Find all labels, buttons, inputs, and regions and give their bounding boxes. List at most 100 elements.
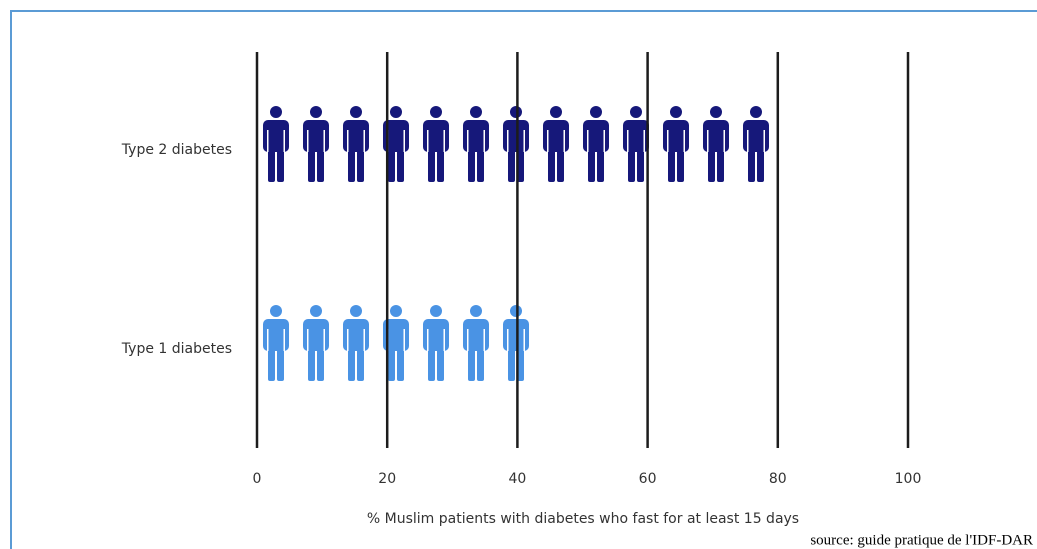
person-icon-gap: [283, 130, 285, 152]
person-icon-leg: [548, 146, 555, 182]
person-icon-leg: [428, 345, 435, 381]
person-icon-leg: [557, 146, 564, 182]
person-icon-gap: [427, 130, 429, 152]
person-icon-body: [263, 120, 289, 152]
person-icon-gap: [403, 130, 405, 152]
person-icon-gap: [547, 130, 549, 152]
person-icon-gap: [643, 130, 645, 152]
person-icon-body: [623, 120, 649, 152]
x-tick-label: 40: [508, 471, 526, 487]
person-icon-gap: [763, 130, 765, 152]
person-icon-leg: [477, 345, 484, 381]
person-icon-leg: [468, 146, 475, 182]
person-icon-leg: [637, 146, 644, 182]
person-icon-gap: [363, 329, 365, 351]
person-icon-leg: [508, 345, 515, 381]
person-icon-body: [423, 120, 449, 152]
person-icon-leg: [717, 146, 724, 182]
person-icon-leg: [388, 345, 395, 381]
person-icon-gap: [307, 130, 309, 152]
person-icon-gap: [747, 130, 749, 152]
person-icon-body: [503, 319, 529, 351]
person-icon-gap: [267, 130, 269, 152]
person-icon-gap: [507, 130, 509, 152]
x-tick-label: 20: [378, 471, 396, 487]
person-icon-gap: [467, 130, 469, 152]
person-icon-gap: [683, 130, 685, 152]
person-icon-gap: [667, 130, 669, 152]
person-icon-gap: [323, 130, 325, 152]
category-label: Type 1 diabetes: [121, 341, 232, 357]
person-icon-gap: [307, 329, 309, 351]
person-icon-gap: [467, 329, 469, 351]
person-icon-leg: [348, 146, 355, 182]
person-icon-body: [423, 319, 449, 351]
person-icon-body: [343, 319, 369, 351]
x-axis-label: % Muslim patients with diabetes who fast…: [367, 511, 799, 527]
person-icon-leg: [437, 345, 444, 381]
person-icon-leg: [317, 345, 324, 381]
person-icon-gap: [323, 329, 325, 351]
source: source: guide pratique de l'IDF-DAR: [810, 532, 1033, 548]
frame: [10, 10, 1037, 549]
person-icon-gap: [723, 130, 725, 152]
person-icon-leg: [308, 146, 315, 182]
person-icon-head: [430, 305, 442, 317]
person-icon-leg: [757, 146, 764, 182]
person-icon-leg: [517, 345, 524, 381]
person-icon-leg: [508, 146, 515, 182]
person-icon-body: [703, 120, 729, 152]
person-icon-body: [583, 120, 609, 152]
person-icon-leg: [268, 146, 275, 182]
person-icon-head: [710, 106, 722, 118]
person-icon-head: [590, 106, 602, 118]
person-icon-head: [510, 305, 522, 317]
person-icon-head: [430, 106, 442, 118]
person-icon-gap: [707, 130, 709, 152]
person-icon-head: [470, 106, 482, 118]
person-icon-leg: [517, 146, 524, 182]
person-icon-body: [463, 319, 489, 351]
person-icon-head: [270, 106, 282, 118]
person-icon-head: [390, 305, 402, 317]
person-icon-leg: [308, 345, 315, 381]
person-icon-body: [543, 120, 569, 152]
person-icon-leg: [437, 146, 444, 182]
person-icon-gap: [363, 130, 365, 152]
x-tick-label: 80: [769, 471, 787, 487]
person-icon-body: [503, 120, 529, 152]
person-icon-head: [670, 106, 682, 118]
person-icon-gap: [443, 329, 445, 351]
person-icon-leg: [468, 345, 475, 381]
person-icon-leg: [748, 146, 755, 182]
person-icon-leg: [397, 345, 404, 381]
person-icon-head: [310, 106, 322, 118]
person-icon-head: [510, 106, 522, 118]
person-icon-head: [390, 106, 402, 118]
person-icon-gap: [443, 130, 445, 152]
person-icon-leg: [357, 345, 364, 381]
person-icon-body: [743, 120, 769, 152]
person-icon-body: [383, 319, 409, 351]
person-icon-leg: [477, 146, 484, 182]
person-icon-leg: [588, 146, 595, 182]
person-icon-body: [343, 120, 369, 152]
x-tick-label: 60: [639, 471, 657, 487]
person-icon-head: [750, 106, 762, 118]
person-icon-head: [630, 106, 642, 118]
person-icon-gap: [283, 329, 285, 351]
person-icon-leg: [668, 146, 675, 182]
person-icon-leg: [277, 345, 284, 381]
person-icon-gap: [627, 130, 629, 152]
person-icon-head: [550, 106, 562, 118]
person-icon-gap: [347, 130, 349, 152]
person-icon-leg: [348, 345, 355, 381]
person-icon-gap: [507, 329, 509, 351]
person-icon-leg: [268, 345, 275, 381]
person-icon-gap: [603, 130, 605, 152]
person-icon-head: [310, 305, 322, 317]
person-icon-head: [350, 305, 362, 317]
person-icon-body: [303, 319, 329, 351]
person-icon-leg: [357, 146, 364, 182]
